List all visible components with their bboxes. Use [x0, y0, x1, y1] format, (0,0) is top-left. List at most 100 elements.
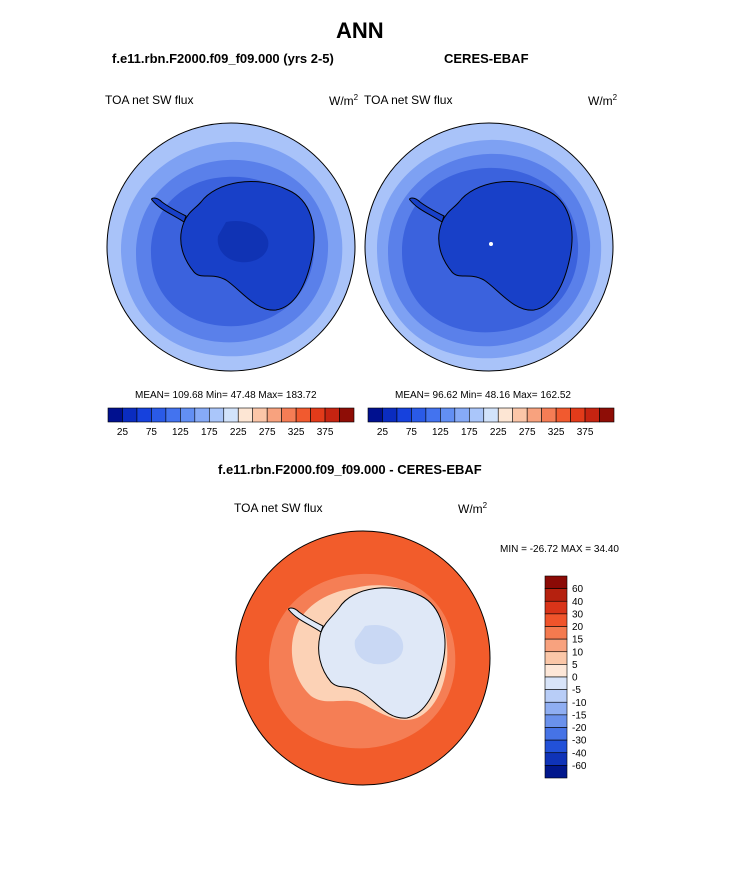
right-colorbar-swatch-9 [497, 407, 514, 423]
diff-colorbar-tick-label: 40 [572, 597, 584, 608]
diff-colorbar-swatch-5 [544, 638, 568, 653]
right-stats: MEAN= 96.62 Min= 48.16 Max= 162.52 [395, 390, 571, 401]
left-colorbar-tick-label: 325 [288, 427, 305, 438]
diff-units-sup: 2 [482, 501, 488, 510]
left-colorbar-swatch-11 [266, 407, 282, 423]
right-units-label: W/m2 [588, 93, 617, 108]
left-colorbar-swatch-13 [295, 407, 311, 423]
left-interior [217, 220, 269, 263]
diff-colorbar-swatch-13 [544, 739, 568, 754]
right-colorbar: 25 75 125 175 225 275 325 375 [367, 407, 615, 438]
right-colorbar-tick-label: 275 [519, 427, 536, 438]
right-colorbar-swatch-10 [512, 407, 528, 423]
diff-units-label: W/m2 [458, 501, 487, 516]
right-colorbar-swatch-4 [425, 407, 441, 423]
left-colorbar-swatch-14 [310, 407, 326, 423]
left-colorbar-tick-label: 175 [201, 427, 218, 438]
right-colorbar-swatch-7 [468, 407, 485, 423]
right-pole-marker [489, 242, 493, 246]
diff-colorbar-swatch-1 [544, 588, 568, 602]
diff-colorbar-swatch-15 [544, 765, 568, 779]
right-units-text: W/m [588, 94, 613, 108]
left-colorbar-swatch-3 [151, 407, 167, 423]
left-colorbar-tick-label: 125 [172, 427, 189, 438]
diff-colorbar-swatch-9 [544, 689, 568, 703]
right-colorbar-swatch-5 [440, 407, 456, 423]
right-colorbar-tick-label: 375 [577, 427, 594, 438]
right-colorbar-swatch-16 [599, 407, 615, 423]
left-stats: MEAN= 109.68 Min= 47.48 Max= 183.72 [135, 390, 317, 401]
right-polar-map [364, 122, 614, 372]
left-units-label: W/m2 [329, 93, 358, 108]
left-colorbar-swatch-2 [136, 407, 152, 423]
page-title: ANN [336, 18, 384, 43]
diff-map-border [235, 530, 491, 786]
diff-colorbar-swatch-8 [544, 676, 568, 690]
diff-colorbar-tick-label: 30 [572, 609, 584, 620]
diff-colorbar-tick-label: -5 [572, 685, 581, 696]
right-colorbar-swatch-3 [411, 407, 427, 423]
right-colorbar-swatch-1 [382, 407, 398, 423]
right-colorbar-tick-label: 125 [432, 427, 449, 438]
left-colorbar-tick-label: 75 [146, 427, 158, 438]
diff-colorbar-tick-label: -40 [572, 748, 587, 759]
left-panel-title: f.e11.rbn.F2000.f09_f09.000 (yrs 2-5) [112, 51, 334, 66]
right-colorbar-swatch-6 [454, 407, 470, 423]
right-colorbar-swatch-15 [584, 407, 600, 423]
right-colorbar-swatch-13 [555, 407, 571, 423]
diff-panel-title: f.e11.rbn.F2000.f09_f09.000 - CERES-EBAF [218, 462, 482, 477]
diff-colorbar-swatch-11 [544, 714, 568, 728]
left-peninsula [151, 197, 187, 223]
left-colorbar-tick-label: 25 [117, 427, 129, 438]
diff-colorbar-tick-label: -30 [572, 736, 587, 747]
diff-colorbar-swatch-2 [544, 600, 568, 615]
diff-minmax: MIN = -26.72 MAX = 34.40 [500, 544, 619, 555]
left-map-border [106, 122, 356, 372]
diff-colorbar-tick-label: -60 [572, 761, 587, 772]
diff-polar-map [235, 530, 491, 786]
right-colorbar-tick-label: 175 [461, 427, 478, 438]
left-colorbar-tick-label: 275 [259, 427, 276, 438]
right-colorbar-tick-label: 75 [406, 427, 418, 438]
left-colorbar-swatch-10 [252, 407, 268, 423]
right-colorbar-tick-label: 325 [548, 427, 565, 438]
left-units-sup: 2 [353, 93, 359, 102]
left-colorbar-swatch-4 [165, 407, 181, 423]
diff-colorbar-tick-label: 15 [572, 635, 584, 646]
left-colorbar-swatch-8 [223, 407, 239, 423]
diff-colorbar-tick-label: 60 [572, 584, 584, 595]
right-panel-title: CERES-EBAF [444, 51, 529, 66]
right-colorbar-swatch-14 [570, 407, 586, 423]
diff-colorbar-swatch-3 [544, 613, 568, 627]
left-colorbar: 25 75 125 175 225 275 325 375 [107, 407, 355, 438]
diff-colorbar-tick-label: 0 [572, 673, 578, 684]
left-colorbar-swatch-15 [324, 407, 340, 423]
left-colorbar-swatch-0 [107, 407, 123, 423]
diff-colorbar-swatch-12 [544, 727, 568, 741]
right-colorbar-swatch-11 [526, 407, 542, 423]
left-colorbar-swatch-12 [281, 407, 297, 423]
diff-colorbar-swatch-7 [544, 664, 568, 678]
left-colorbar-swatch-5 [180, 407, 196, 423]
left-colorbar-swatch-6 [194, 407, 210, 423]
left-polar-map [106, 122, 356, 372]
diff-peninsula [288, 607, 324, 633]
diff-colorbar-tick-label: -10 [572, 698, 587, 709]
right-peninsula [409, 197, 445, 223]
right-colorbar-swatch-8 [483, 407, 499, 423]
right-continent [438, 180, 573, 311]
left-colorbar-swatch-7 [208, 407, 225, 423]
right-units-sup: 2 [612, 93, 618, 102]
right-colorbar-swatch-0 [367, 407, 383, 423]
diff-colorbar-tick-label: 5 [572, 660, 578, 671]
right-colorbar-tick-label: 25 [377, 427, 389, 438]
left-colorbar-swatch-9 [237, 407, 254, 423]
diff-colorbar-swatch-4 [544, 626, 568, 640]
left-colorbar-swatch-1 [122, 407, 138, 423]
left-variable-label: TOA net SW flux [105, 93, 194, 107]
diff-colorbar-tick-label: 20 [572, 622, 584, 633]
right-variable-label: TOA net SW flux [364, 93, 453, 107]
diff-colorbar-tick-label: 10 [572, 647, 584, 658]
left-colorbar-tick-label: 225 [230, 427, 247, 438]
